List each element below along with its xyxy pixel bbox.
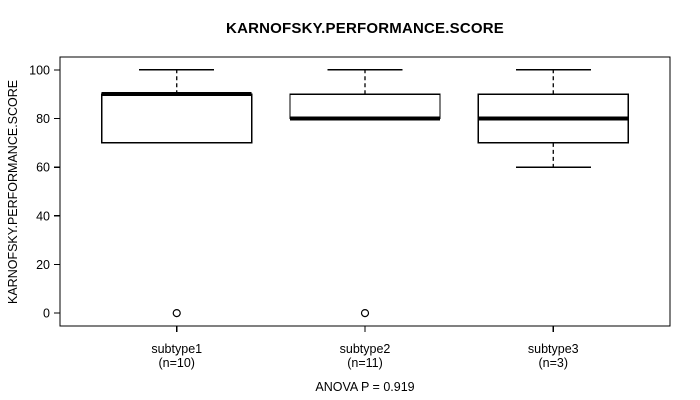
- outlier-point: [360, 309, 370, 318]
- y-tick-label: 100: [29, 63, 50, 77]
- box-iqr: [101, 93, 253, 144]
- chart-title: KARNOFSKY.PERFORMANCE.SCORE: [226, 20, 504, 37]
- x-group-label: subtype1: [151, 342, 202, 356]
- y-tick-label: 40: [36, 209, 50, 223]
- y-tick-label: 0: [43, 307, 50, 321]
- y-tick-label: 20: [36, 258, 50, 272]
- x-group-label: subtype2: [340, 342, 391, 356]
- x-group-count-label: (n=10): [158, 356, 194, 370]
- x-group-count-label: (n=11): [347, 356, 383, 370]
- y-tick-label: 60: [36, 161, 50, 175]
- y-tick-label: 80: [36, 112, 50, 126]
- x-group-count-label: (n=3): [539, 356, 569, 370]
- anova-annotation: ANOVA P = 0.919: [315, 380, 415, 394]
- outlier-point: [172, 309, 181, 318]
- x-group-label: subtype3: [528, 342, 579, 356]
- box-iqr: [289, 93, 441, 120]
